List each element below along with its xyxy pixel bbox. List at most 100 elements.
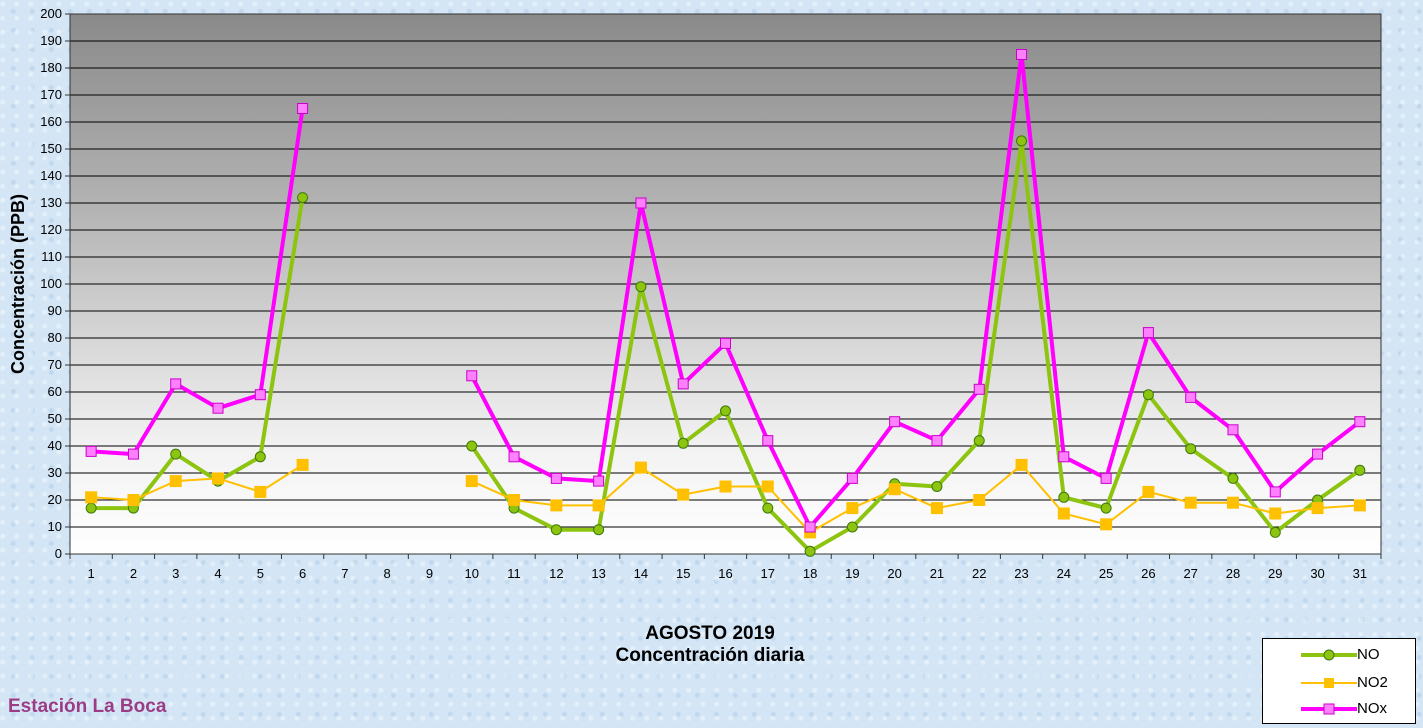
x-tick-label-6: 6 xyxy=(299,566,306,581)
x-tick-label-19: 19 xyxy=(845,566,859,581)
point-no-15 xyxy=(677,437,689,449)
point-nox-11 xyxy=(508,451,520,463)
point-no2-14 xyxy=(634,461,647,474)
point-no2-10 xyxy=(465,475,478,488)
legend-item-nox: NOx xyxy=(1263,697,1417,721)
y-tick-label-140: 140 xyxy=(40,168,62,183)
x-tick-label-27: 27 xyxy=(1183,566,1197,581)
point-no2-16 xyxy=(719,480,732,493)
y-tick-label-120: 120 xyxy=(40,222,62,237)
y-tick-label-0: 0 xyxy=(55,546,62,561)
legend-item-no2: NO2 xyxy=(1263,671,1417,695)
x-tick-label-1: 1 xyxy=(88,566,95,581)
series-line-no2-0 xyxy=(91,464,304,501)
y-tick-label-190: 190 xyxy=(40,33,62,48)
series-nox xyxy=(85,49,1366,533)
point-no2-11 xyxy=(508,494,521,506)
point-no-1 xyxy=(85,502,97,514)
point-nox-4 xyxy=(212,402,224,414)
chart-subtitle: Concentración diaria xyxy=(615,645,805,666)
point-no-10 xyxy=(466,440,478,452)
point-no-23 xyxy=(1016,135,1028,147)
point-no-21 xyxy=(931,481,943,492)
x-tick-label-2: 2 xyxy=(130,566,137,581)
point-nox-23 xyxy=(1016,49,1028,60)
point-no2-21 xyxy=(930,502,943,515)
point-no-18 xyxy=(804,545,816,557)
x-tick-label-26: 26 xyxy=(1141,566,1155,581)
point-no2-2 xyxy=(127,494,140,506)
point-no-14 xyxy=(635,281,647,293)
station-name: Estación La Boca xyxy=(8,696,167,717)
x-tick-label-22: 22 xyxy=(972,566,986,581)
point-no2-28 xyxy=(1226,496,1239,509)
y-tick-label-60: 60 xyxy=(48,384,62,399)
point-nox-21 xyxy=(931,435,943,447)
point-no-24 xyxy=(1058,491,1070,503)
point-no2-5 xyxy=(254,485,267,498)
legend-label-nox: NOx xyxy=(1357,700,1387,717)
series-line-no-1 xyxy=(470,138,1362,554)
y-tick-label-10: 10 xyxy=(48,519,62,534)
point-nox-24 xyxy=(1058,451,1070,463)
x-tick-label-28: 28 xyxy=(1226,566,1240,581)
y-tick-label-50: 50 xyxy=(48,411,62,426)
legend-label-no2: NO2 xyxy=(1357,674,1388,691)
point-no-25 xyxy=(1100,502,1112,514)
point-nox-18 xyxy=(804,521,816,533)
point-no2-31 xyxy=(1353,499,1366,512)
point-nox-22 xyxy=(973,383,985,395)
x-tick-label-13: 13 xyxy=(591,566,605,581)
point-nox-31 xyxy=(1354,416,1366,428)
y-axis-label: Concentración (PPB) xyxy=(8,194,28,374)
x-tick-label-18: 18 xyxy=(803,566,817,581)
y-tick-label-170: 170 xyxy=(40,87,62,102)
series-no2 xyxy=(85,458,1366,539)
y-tick-label-40: 40 xyxy=(48,438,62,453)
legend-marker-nox xyxy=(1301,703,1357,715)
point-no2-22 xyxy=(973,494,986,506)
series-line-no-0 xyxy=(91,197,305,511)
point-no2-15 xyxy=(677,488,690,501)
y-tick-label-90: 90 xyxy=(48,303,62,318)
legend: NO NO2 NOx xyxy=(1262,638,1416,724)
x-tick-label-23: 23 xyxy=(1014,566,1028,581)
point-no2-30 xyxy=(1311,502,1324,515)
point-no-26 xyxy=(1142,389,1154,401)
x-tick-label-29: 29 xyxy=(1268,566,1282,581)
x-tick-label-31: 31 xyxy=(1353,566,1367,581)
point-no2-25 xyxy=(1100,518,1113,531)
point-no-22 xyxy=(973,435,985,447)
point-no2-19 xyxy=(846,502,859,515)
x-tick-label-11: 11 xyxy=(507,566,521,581)
point-nox-5 xyxy=(254,389,266,401)
y-tick-label-130: 130 xyxy=(40,195,62,210)
y-tick-label-80: 80 xyxy=(48,330,62,345)
point-nox-12 xyxy=(550,472,562,484)
point-nox-25 xyxy=(1100,472,1112,484)
point-nox-19 xyxy=(846,472,858,484)
point-nox-30 xyxy=(1312,448,1324,460)
point-no-17 xyxy=(762,502,774,514)
point-no-5 xyxy=(254,451,266,463)
x-tick-label-5: 5 xyxy=(257,566,264,581)
point-nox-28 xyxy=(1227,424,1239,436)
x-tick-label-4: 4 xyxy=(214,566,221,581)
chart-title-block: AGOSTO 2019 Concentración diaria xyxy=(470,623,950,667)
point-nox-14 xyxy=(635,197,647,209)
x-tick-label-21: 21 xyxy=(930,566,944,581)
x-tick-label-12: 12 xyxy=(549,566,563,581)
point-no-13 xyxy=(593,524,605,536)
point-no-31 xyxy=(1354,464,1366,476)
x-tick-label-15: 15 xyxy=(676,566,690,581)
y-tick-label-160: 160 xyxy=(40,114,62,129)
x-tick-label-8: 8 xyxy=(384,566,391,581)
point-no-19 xyxy=(846,521,858,533)
point-nox-20 xyxy=(889,416,901,428)
legend-label-no: NO xyxy=(1357,646,1380,663)
point-nox-27 xyxy=(1185,391,1197,403)
y-tick-label-200: 200 xyxy=(40,6,62,21)
series-line-nox-0 xyxy=(91,108,305,457)
y-tick-label-180: 180 xyxy=(40,60,62,75)
y-tick-label-150: 150 xyxy=(40,141,62,156)
